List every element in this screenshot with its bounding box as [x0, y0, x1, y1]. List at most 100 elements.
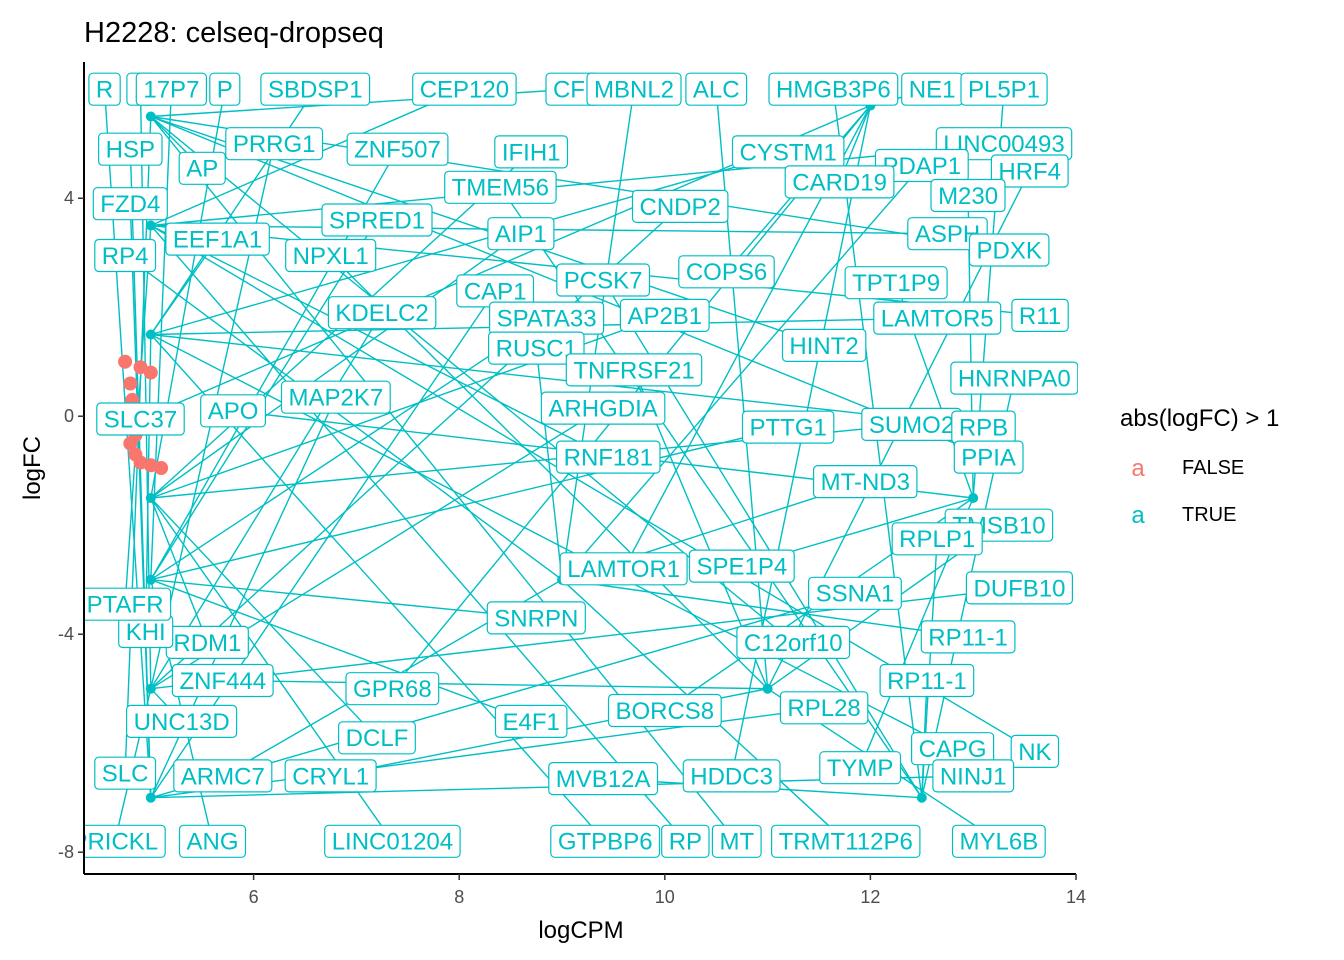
gene-label: LAMTOR5 — [873, 301, 1002, 335]
legend-key-true: a — [1131, 502, 1145, 529]
gene-label-text: MVB12A — [556, 766, 651, 793]
gene-label: DUFB10 — [965, 571, 1074, 605]
gene-label-text: PL5P1 — [968, 77, 1040, 104]
gene-label: SPATA33 — [489, 301, 605, 335]
gene-label-box — [607, 693, 722, 728]
gene-label-text: AIP1 — [495, 221, 547, 248]
gene-label-box — [779, 691, 869, 725]
gene-label-text: P — [217, 77, 233, 104]
gene-label-box — [173, 759, 273, 793]
y-axis-ticks: 4 0 -4 -8 — [58, 188, 84, 862]
y-axis-label: logFC — [19, 436, 46, 500]
gene-label: PDAP1 — [874, 148, 969, 183]
gene-label-text: TRMT112P6 — [779, 829, 913, 856]
gene-label-box — [930, 178, 1006, 213]
gene-label: SPRED1 — [321, 203, 433, 237]
gene-label-box — [97, 132, 163, 166]
gene-label: PL5P1 — [960, 72, 1048, 106]
gene-label-box — [951, 824, 1046, 858]
data-point-true — [762, 683, 773, 694]
data-point-false — [123, 376, 138, 391]
gene-label-text: RP11-1 — [887, 668, 967, 695]
gene-label-text: TPT1P9 — [852, 270, 940, 297]
gene-labels: R117P7PSBDSP1CEP120CFIMBNL2ALCHMGB3P6NE1… — [71, 72, 1078, 858]
gene-label: RUSC1 — [488, 331, 585, 365]
gene-label-text: GTPBP6 — [558, 829, 653, 856]
gene-label-text: RP11-1 — [928, 624, 1008, 651]
gene-label-box — [770, 824, 921, 858]
gene-label-text: CNDP2 — [640, 194, 721, 221]
gene-label-text: ZNF444 — [179, 668, 266, 695]
gene-label: SNRPN — [486, 601, 586, 635]
label-connector — [150, 225, 686, 842]
gene-label-box — [807, 576, 902, 610]
gene-label-text: R — [96, 77, 113, 104]
x-tick-label: 14 — [1066, 887, 1086, 907]
gene-label: CRYL1 — [284, 759, 377, 793]
gene-label-text: NINJ1 — [940, 763, 1007, 790]
gene-label-text: SSNA1 — [816, 581, 895, 608]
gene-label: HDDC3 — [682, 759, 781, 793]
gene-label-box — [178, 151, 226, 185]
gene-label-box — [741, 410, 835, 444]
gene-label: IFIH1 — [494, 135, 569, 169]
gene-label: MAP2K7 — [280, 380, 391, 414]
gene-label-box — [678, 255, 775, 289]
gene-label-text: CYSTM1 — [740, 139, 837, 166]
gene-label-box — [135, 72, 208, 106]
data-point-false — [133, 360, 148, 375]
gene-label-text: TYMP — [827, 755, 894, 782]
gene-label: PTTG1 — [741, 410, 835, 444]
gene-label-text: EEF1A1 — [173, 227, 262, 254]
gene-label-text: SBDSP1 — [268, 77, 363, 104]
gene-label: RPB — [951, 410, 1016, 444]
label-connector — [150, 579, 532, 723]
gene-label: SSNA1 — [807, 576, 902, 610]
gene-label-box — [619, 298, 710, 332]
gene-label-text: PRICKL — [71, 829, 158, 856]
gene-label: HMGB3P6 — [768, 72, 899, 106]
gene-label-box — [487, 217, 555, 251]
gene-label-text: TNFRSF21 — [573, 357, 694, 384]
label-connector — [150, 224, 1036, 753]
data-point-false — [143, 365, 158, 380]
gene-label-text: RP — [669, 829, 702, 856]
gene-label-box — [540, 391, 666, 425]
y-tick-label: 4 — [64, 188, 74, 208]
gene-label-box — [960, 72, 1048, 106]
gene-label: R11 — [1011, 298, 1069, 332]
gene-label: AP2B1 — [619, 298, 710, 332]
gene-label: PTAFR — [84, 587, 172, 621]
gene-label: KHI — [118, 614, 174, 649]
gene-label: ANG — [178, 824, 247, 858]
gene-label-text: MBNL2 — [594, 77, 674, 104]
gene-label: 17P7 — [135, 72, 208, 106]
label-connector — [150, 497, 378, 739]
x-tick-label: 8 — [454, 887, 464, 907]
data-point-true — [968, 493, 979, 503]
gene-label: NINJ1 — [932, 759, 1015, 793]
gene-label: LAMTOR1 — [559, 552, 688, 586]
gene-label-box — [284, 759, 377, 793]
label-connector — [150, 426, 789, 581]
gene-label-text: HDDC3 — [690, 763, 773, 790]
gene-label: DCLF — [338, 721, 416, 755]
gene-label-text: RPLP1 — [899, 526, 975, 553]
gene-label-box — [345, 672, 440, 706]
gene-label-box — [932, 759, 1015, 793]
gene-label-box — [324, 824, 461, 858]
gene-label-box — [346, 132, 449, 166]
gene-label: CARD19 — [784, 165, 895, 199]
axes: 6 8 10 12 14 4 0 -4 -8 — [58, 62, 1086, 907]
gene-label-box — [685, 72, 748, 106]
gene-label: RDM1 — [165, 625, 249, 660]
gene-label-box — [92, 187, 168, 221]
gene-label-text: HRF4 — [998, 158, 1061, 185]
label-connector — [150, 143, 1005, 227]
gene-label: RP — [661, 824, 710, 858]
gene-label-text: SUMO2 — [869, 412, 954, 439]
gene-label-text: NPXL1 — [293, 243, 369, 270]
label-connector — [561, 165, 923, 581]
gene-label-box — [953, 440, 1024, 474]
gene-label-text: RNF181 — [564, 445, 653, 472]
